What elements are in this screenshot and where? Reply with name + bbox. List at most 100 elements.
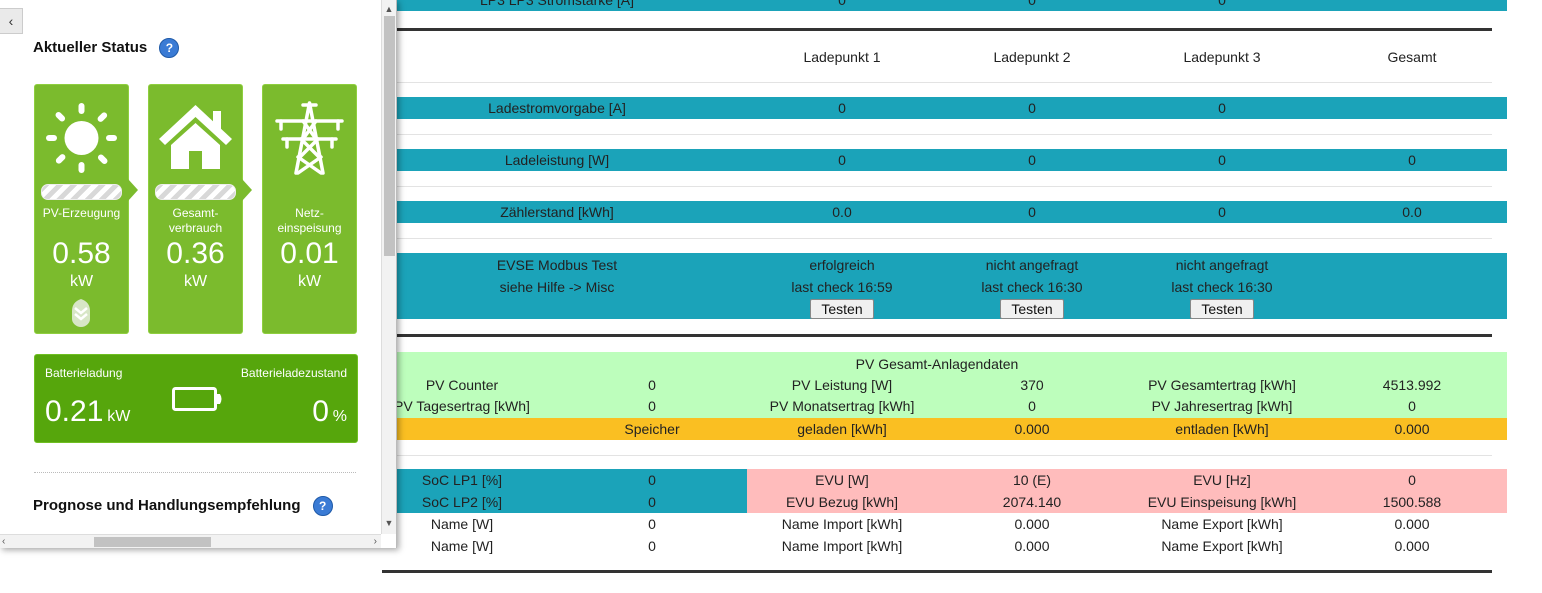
evu-frequency-label: EVU [Hz]: [1193, 472, 1251, 488]
consumption-label: Gesamt- verbrauch: [149, 206, 242, 236]
lp2-last-check: last check 16:30: [981, 279, 1083, 295]
consumption-label-line1: Gesamt-: [172, 206, 219, 220]
panel-content: ‹ Aktueller Status ?: [0, 0, 381, 534]
name-value: 0: [648, 516, 656, 532]
pv-day-yield-value: 0: [648, 398, 656, 414]
consumption-value: 0.36: [166, 237, 225, 270]
evu-import-label: EVU Bezug [kWh]: [785, 494, 899, 510]
pv-unit: kW: [69, 273, 94, 290]
soc-lp2-label: SoC LP2 [%]: [421, 494, 503, 510]
lp2-value: 0: [1028, 204, 1036, 220]
name-export-value: 0.000: [1394, 538, 1430, 554]
pv-flow-bar: [41, 184, 122, 200]
lp2-test-cell: Testen: [952, 298, 1112, 320]
table-row: Ladeleistung [W] 0 0 0 0: [382, 149, 1507, 171]
vertical-scrollbar[interactable]: ▲ ▼: [381, 0, 396, 534]
name-import-label: Name Import [kWh]: [781, 538, 903, 554]
lp1-value: 0: [838, 0, 846, 8]
grid-label-line2: einspeisung: [277, 221, 342, 235]
house-icon: [149, 101, 242, 177]
pv-production-tile: PV-Erzeugung 0.58 kW: [34, 84, 129, 334]
vertical-scroll-thumb[interactable]: [384, 16, 395, 256]
lp1-test-button[interactable]: Testen: [810, 299, 874, 319]
name-export-label: Name Export [kWh]: [1161, 516, 1283, 532]
battery-icon: [172, 387, 224, 414]
pv-day-yield-label: PV Tagesertrag [kWh]: [394, 398, 530, 414]
storage-discharged-value: 0.000: [1394, 421, 1430, 437]
scroll-right-icon[interactable]: ›: [373, 536, 377, 547]
name-export-label: Name Export [kWh]: [1161, 538, 1283, 554]
table-row: Name [W] 0 Name Import [kWh] 0.000 Name …: [382, 535, 1507, 557]
lp3-test-button[interactable]: Testen: [1190, 299, 1254, 319]
divider: [382, 455, 1492, 456]
battery-soc-value: 0: [312, 395, 329, 428]
help-icon[interactable]: ?: [312, 496, 333, 516]
table-row: Zählerstand [kWh] 0.0 0 0 0.0: [382, 201, 1507, 223]
row-label: Zählerstand [kWh]: [500, 204, 614, 220]
lp2-evse-status: nicht angefragt: [985, 257, 1079, 273]
pv-counter-label: PV Counter: [425, 377, 499, 393]
pv-value: 0.58: [52, 237, 111, 270]
lp3-value: 0: [1218, 100, 1226, 116]
lp3-test-cell: Testen: [1142, 298, 1302, 320]
pv-month-yield-label: PV Monatsertrag [kWh]: [769, 398, 915, 414]
grid-label-line1: Netz-: [295, 206, 324, 220]
evu-import-value: 2074.140: [1002, 494, 1062, 510]
lp1-test-cell: Testen: [762, 298, 922, 320]
lp1-value: 0: [838, 152, 846, 168]
horizontal-scrollbar[interactable]: ‹ ›: [0, 534, 381, 548]
evu-power-value: 10 (E): [1012, 472, 1052, 488]
evu-frequency-value: 0: [1408, 472, 1416, 488]
forecast-title-text: Prognose und Handlungsempfehlung: [33, 496, 301, 514]
pv-power-label: PV Leistung [W]: [791, 377, 893, 393]
lp2-test-button[interactable]: Testen: [1000, 299, 1064, 319]
lp2-value: 0: [1028, 0, 1036, 8]
scroll-down-icon[interactable]: ▼: [384, 518, 394, 528]
battery-soc-readout: 0 %: [312, 395, 347, 429]
header-total: Gesamt: [1387, 49, 1437, 65]
battery-charge-readout: 0.21 kW: [45, 395, 130, 429]
soc-lp1-value: 0: [648, 472, 656, 488]
name-label: Name [W]: [430, 538, 494, 554]
table-row: LP3 LP3 Stromstärke [A] 0 0 0: [382, 0, 1507, 11]
scroll-up-icon[interactable]: ▲: [384, 4, 394, 14]
evu-export-label: EVU Einspeisung [kWh]: [1147, 494, 1297, 510]
consumption-unit: kW: [183, 273, 208, 290]
lp3-value: 0: [1218, 204, 1226, 220]
pv-title: PV Gesamt-Anlagendaten: [855, 356, 1019, 372]
name-import-value: 0.000: [1014, 538, 1050, 554]
power-pylon-icon: [263, 101, 356, 177]
forecast-section-title: Prognose und Handlungsempfehlung ?: [33, 496, 333, 516]
evse-label: EVSE Modbus Test: [496, 257, 618, 273]
storage-row: Speicher geladen [kWh] 0.000 entladen [k…: [382, 418, 1507, 440]
header-row: Ladepunkt 1 Ladepunkt 2 Ladepunkt 3 Gesa…: [382, 46, 1507, 68]
section-divider: [34, 472, 356, 473]
pv-month-yield-value: 0: [1028, 398, 1036, 414]
lp1-evse-status: erfolgreich: [809, 257, 875, 273]
pv-data-block: PV Gesamt-Anlagendaten PV Counter 0 PV L…: [382, 352, 1507, 418]
lp1-value: 0: [838, 100, 846, 116]
pv-label: PV-Erzeugung: [42, 206, 121, 220]
help-icon[interactable]: ?: [159, 38, 180, 58]
lp3-evse-status: nicht angefragt: [1175, 257, 1269, 273]
header-lp1: Ladepunkt 1: [803, 49, 881, 65]
consumption-label-line2: verbrauch: [168, 221, 223, 235]
evu-power-label: EVU [W]: [815, 472, 869, 488]
status-title-text: Aktueller Status: [33, 38, 148, 56]
battery-soc-unit: %: [332, 408, 347, 425]
evse-test-block: EVSE Modbus Test siehe Hilfe -> Misc erf…: [382, 253, 1507, 319]
pv-total-yield-value: 4513.992: [1382, 377, 1442, 393]
panel-collapse-button[interactable]: ‹: [0, 8, 23, 34]
horizontal-scroll-thumb[interactable]: [94, 537, 211, 547]
scroll-left-icon[interactable]: ‹: [2, 536, 6, 547]
storage-label: Speicher: [624, 421, 680, 437]
soc-lp2-value: 0: [648, 494, 656, 510]
lp1-value: 0.0: [832, 204, 852, 220]
divider: [382, 134, 1492, 135]
consumption-tile: Gesamt- verbrauch 0.36 kW: [148, 84, 243, 334]
header-lp2: Ladepunkt 2: [993, 49, 1071, 65]
total-value: 0.0: [1402, 204, 1422, 220]
evse-help-hint: siehe Hilfe -> Misc: [499, 279, 615, 295]
divider: [382, 570, 1492, 573]
table-row: Ladestromvorgabe [A] 0 0 0: [382, 97, 1507, 119]
